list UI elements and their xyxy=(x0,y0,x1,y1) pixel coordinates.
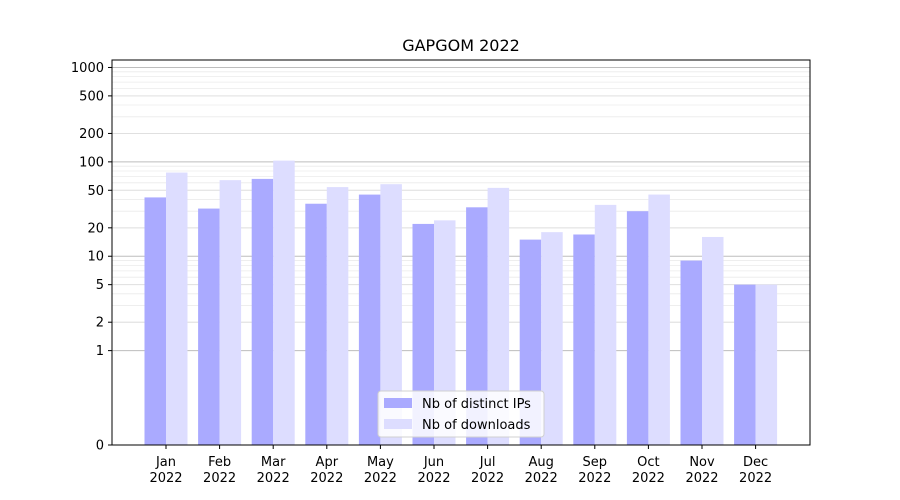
bar-downloads xyxy=(326,187,349,446)
legend-label: Nb of downloads xyxy=(422,418,531,433)
bar-distinct-ips xyxy=(466,207,488,445)
legend-swatch xyxy=(384,419,412,429)
x-tick-label: Apr 2022 xyxy=(310,455,343,486)
y-tick-label: 5 xyxy=(96,278,104,293)
bar-distinct-ips xyxy=(734,284,756,445)
x-tick-label: Mar 2022 xyxy=(257,455,290,486)
legend-box xyxy=(377,390,545,438)
bar-distinct-ips xyxy=(626,211,649,445)
chart-title: GAPGOM 2022 xyxy=(402,36,520,55)
y-tick-label: 500 xyxy=(79,89,104,104)
bar-distinct-ips xyxy=(358,194,381,445)
plot-frame xyxy=(111,59,811,446)
bar-distinct-ips xyxy=(198,208,220,445)
x-tick-label: Jul 2022 xyxy=(471,455,504,486)
bar-downloads xyxy=(648,194,670,445)
x-axis: Jan 2022 Feb 2022 Mar 2022 Apr 2022 May 2022 Jun 20… xyxy=(149,445,772,486)
x-tick-label: Oct 2022 xyxy=(632,455,665,486)
y-axis: 0 1 2 5 10 20 50 100 200 500 1000 xyxy=(71,61,112,454)
bar-downloads xyxy=(487,187,510,446)
y-tick-label: 2 xyxy=(96,316,104,331)
y-tick-label: 200 xyxy=(79,127,104,142)
bar-downloads xyxy=(755,284,778,445)
bar-downloads xyxy=(166,172,188,445)
bar-distinct-ips xyxy=(305,203,327,445)
bar-downloads xyxy=(380,184,402,445)
bar-distinct-ips xyxy=(144,197,166,445)
y-tick-label: 50 xyxy=(87,184,104,199)
bar-downloads xyxy=(219,180,242,445)
y-tick-label: 100 xyxy=(79,155,104,170)
legend: Nb of distinct IPs Nb of downloads xyxy=(377,390,545,438)
x-tick-label: Jun 2022 xyxy=(417,455,450,486)
y-tick-label: 20 xyxy=(87,221,104,236)
y-tick-label: 1 xyxy=(96,344,104,359)
bar-downloads xyxy=(273,160,295,445)
legend-swatch xyxy=(384,398,412,408)
y-tick-label: 1000 xyxy=(71,61,104,76)
bar-downloads xyxy=(434,220,456,445)
bars xyxy=(144,160,778,446)
x-tick-label: Jan 2022 xyxy=(149,455,182,486)
x-tick-label: Feb 2022 xyxy=(203,455,236,486)
x-tick-label: Aug 2022 xyxy=(525,455,558,486)
x-tick-label: May 2022 xyxy=(364,455,397,486)
y-tick-label: 0 xyxy=(96,439,104,454)
bar-distinct-ips xyxy=(412,223,434,445)
y-tick-label: 10 xyxy=(87,250,104,265)
x-tick-label: Dec 2022 xyxy=(739,455,772,486)
bar-downloads xyxy=(594,204,617,445)
bar-distinct-ips xyxy=(573,234,595,445)
x-tick-label: Sep 2022 xyxy=(578,455,611,486)
bar-distinct-ips xyxy=(680,260,702,445)
bar-downloads xyxy=(541,232,563,445)
bar-distinct-ips xyxy=(251,178,274,445)
bar-downloads xyxy=(702,236,724,445)
legend-label: Nb of distinct IPs xyxy=(422,397,531,412)
x-tick-label: Nov 2022 xyxy=(685,455,718,486)
